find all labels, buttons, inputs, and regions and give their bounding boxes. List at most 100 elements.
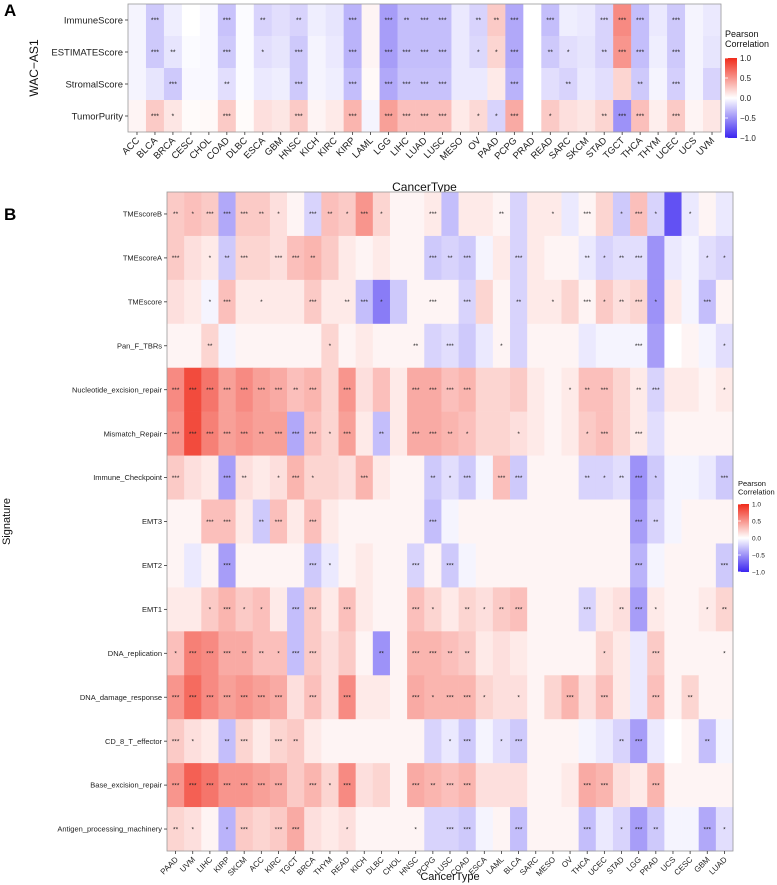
heatmap-cell xyxy=(469,4,488,37)
y-tick-label: Mismatch_Repair xyxy=(104,429,163,438)
y-tick-label: ESTIMATEScore xyxy=(51,47,123,58)
heatmap-cell xyxy=(355,192,374,237)
significance-mark: *** xyxy=(275,782,283,789)
heatmap-cell xyxy=(715,675,734,720)
significance-mark: * xyxy=(346,826,349,833)
significance-mark: *** xyxy=(463,475,471,482)
significance-mark: *** xyxy=(510,49,518,56)
heatmap-cell xyxy=(271,4,291,37)
significance-mark: * xyxy=(432,607,435,614)
heatmap-cell xyxy=(167,807,185,852)
heatmap-cell xyxy=(505,100,524,133)
significance-mark: *** xyxy=(223,211,231,218)
heatmap-cell xyxy=(561,543,579,588)
heatmap-cell xyxy=(441,279,459,325)
y-tick-label: DNA_replication xyxy=(108,649,162,658)
heatmap-cell xyxy=(287,763,305,808)
heatmap-cell xyxy=(338,367,356,412)
heatmap-cell xyxy=(492,543,511,588)
heatmap-cell xyxy=(647,455,665,500)
heatmap-cell xyxy=(578,587,597,632)
heatmap-cell xyxy=(458,631,477,676)
heatmap-cell xyxy=(715,367,734,412)
y-axis-title: Signature xyxy=(1,498,13,545)
significance-mark: *** xyxy=(240,782,248,789)
heatmap-cell xyxy=(287,367,305,412)
significance-mark: *** xyxy=(635,343,643,350)
heatmap-cell xyxy=(424,719,442,764)
heatmap-cell xyxy=(372,235,391,281)
heatmap-cell xyxy=(424,675,442,720)
heatmap-cell xyxy=(612,675,631,720)
heatmap-cell xyxy=(561,719,579,764)
heatmap-cell xyxy=(407,763,425,808)
significance-mark: ** xyxy=(637,81,643,88)
heatmap-cell xyxy=(235,631,254,676)
heatmap-cell xyxy=(715,411,734,456)
heatmap-cell xyxy=(527,499,545,544)
heatmap-cell xyxy=(527,631,545,676)
heatmap-cell xyxy=(664,235,682,281)
significance-mark: * xyxy=(329,343,332,350)
heatmap-cell xyxy=(201,411,219,456)
heatmap-cell xyxy=(612,543,631,588)
significance-mark: *** xyxy=(601,431,609,438)
significance-mark: *** xyxy=(349,17,357,24)
significance-mark: *** xyxy=(420,81,428,88)
heatmap-cell xyxy=(475,323,494,369)
heatmap-cell xyxy=(325,36,344,69)
heatmap-cell xyxy=(458,719,477,764)
heatmap-cell xyxy=(647,235,665,281)
significance-mark: *** xyxy=(223,387,231,394)
x-tick-label: LGG xyxy=(372,135,394,157)
heatmap-cell xyxy=(527,763,545,808)
significance-mark: * xyxy=(174,651,177,658)
heatmap-cell xyxy=(561,192,579,237)
significance-mark: *** xyxy=(151,49,159,56)
heatmap-cell xyxy=(685,36,704,69)
heatmap-cell xyxy=(338,631,356,676)
heatmap-cell xyxy=(407,411,425,456)
significance-mark: *** xyxy=(635,255,643,262)
significance-mark: *** xyxy=(438,113,446,120)
heatmap-cell xyxy=(433,36,452,69)
heatmap-cell xyxy=(338,455,356,500)
heatmap-cell xyxy=(523,100,542,133)
heatmap-cell xyxy=(527,675,545,720)
significance-mark: *** xyxy=(189,431,197,438)
heatmap-cell xyxy=(595,367,614,412)
legend-tick-label: −0.5 xyxy=(752,553,765,560)
heatmap-cell xyxy=(703,4,722,37)
heatmap-cell xyxy=(184,235,202,281)
significance-mark: *** xyxy=(384,49,392,56)
heatmap-cell xyxy=(667,100,686,133)
heatmap-cell xyxy=(681,499,699,544)
heatmap-cell xyxy=(544,323,562,369)
significance-mark: * xyxy=(449,475,452,482)
heatmap-cell xyxy=(451,68,470,101)
heatmap-cell xyxy=(578,323,597,369)
significance-mark: *** xyxy=(295,49,303,56)
heatmap-cell xyxy=(407,807,425,852)
heatmap-cell xyxy=(561,411,579,456)
heatmap-cell xyxy=(664,411,682,456)
significance-mark: ** xyxy=(404,17,410,24)
legend-tick-label: 0.5 xyxy=(752,519,761,526)
significance-mark: *** xyxy=(412,563,420,570)
heatmap-cell xyxy=(458,235,477,281)
heatmap-cell xyxy=(527,455,545,500)
heatmap-cell xyxy=(235,235,254,281)
heatmap-cell xyxy=(218,763,236,808)
heatmap-cell xyxy=(321,543,339,588)
y-tick-label: TMEscoreB xyxy=(123,210,162,219)
heatmap-cell xyxy=(631,36,650,69)
heatmap-cell xyxy=(287,192,305,237)
significance-mark: *** xyxy=(721,475,729,482)
heatmap-cell xyxy=(441,235,459,281)
heatmap-cell xyxy=(612,763,631,808)
heatmap-cell xyxy=(181,4,201,37)
heatmap-cell xyxy=(269,587,288,632)
significance-mark: *** xyxy=(463,738,471,745)
significance-mark: *** xyxy=(295,81,303,88)
significance-mark: ** xyxy=(447,651,453,658)
